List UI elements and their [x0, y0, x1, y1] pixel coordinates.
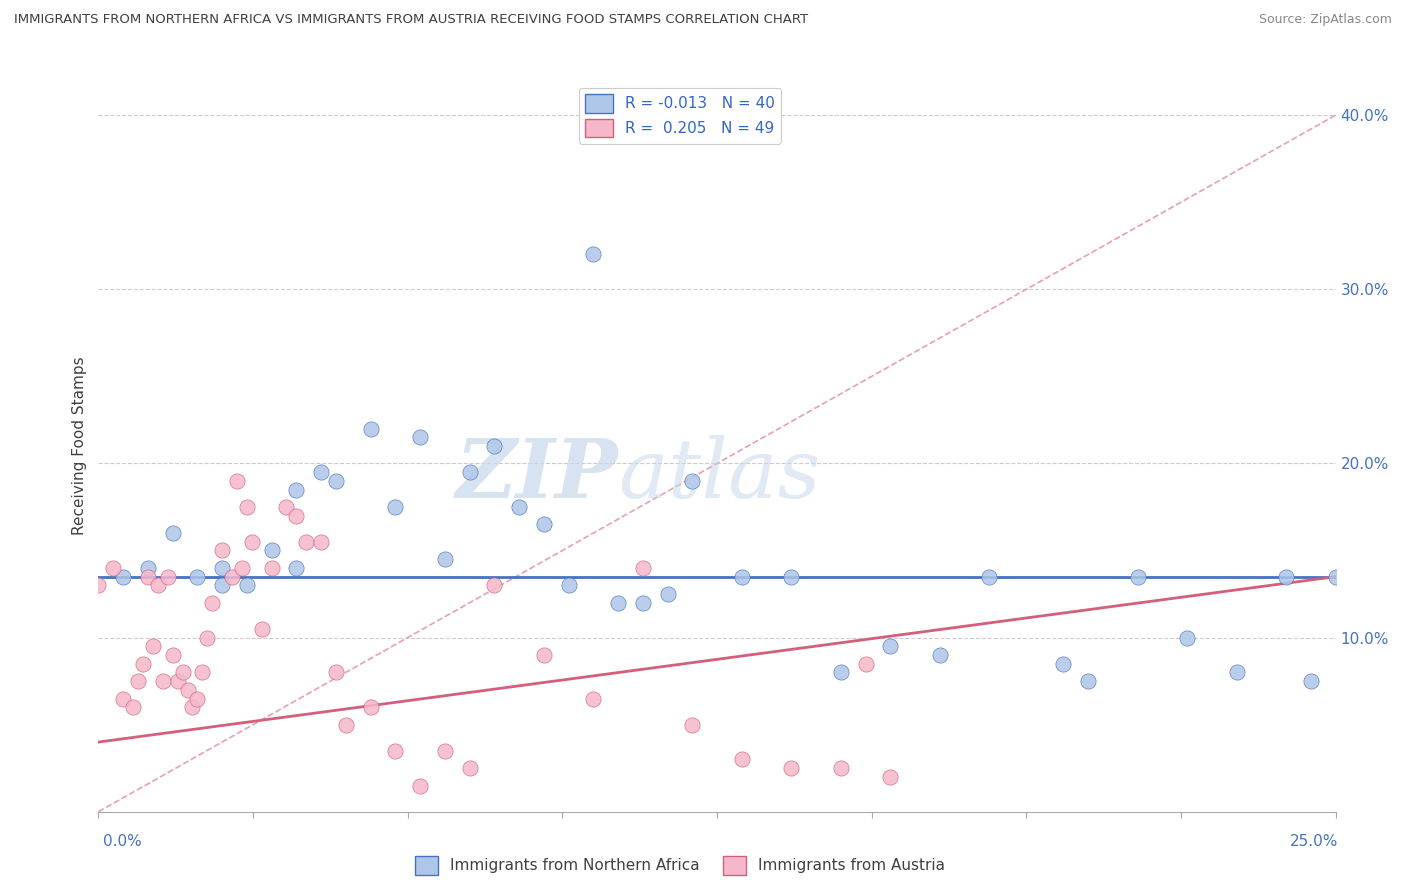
- Point: [250, 622, 273, 636]
- Point: [409, 430, 432, 444]
- Point: [176, 682, 198, 697]
- Point: [582, 247, 605, 261]
- Point: [236, 500, 259, 514]
- Point: [231, 561, 253, 575]
- Point: [186, 569, 208, 583]
- Text: atlas: atlas: [619, 435, 821, 516]
- Point: [508, 500, 530, 514]
- Point: [236, 578, 259, 592]
- Point: [87, 578, 110, 592]
- Point: [409, 779, 432, 793]
- Point: [136, 561, 159, 575]
- Point: [484, 439, 506, 453]
- Point: [211, 543, 233, 558]
- Point: [276, 500, 298, 514]
- Point: [631, 596, 654, 610]
- Point: [879, 640, 901, 654]
- Point: [112, 691, 135, 706]
- Point: [103, 561, 125, 575]
- Point: [1299, 674, 1322, 689]
- Point: [533, 517, 555, 532]
- Point: [127, 674, 149, 689]
- Point: [1077, 674, 1099, 689]
- Text: ZIP: ZIP: [456, 435, 619, 516]
- Point: [285, 561, 308, 575]
- Point: [122, 700, 145, 714]
- Y-axis label: Receiving Food Stamps: Receiving Food Stamps: [72, 357, 87, 535]
- Point: [582, 691, 605, 706]
- Point: [186, 691, 208, 706]
- Point: [681, 717, 703, 731]
- Point: [681, 474, 703, 488]
- Point: [260, 543, 283, 558]
- Point: [433, 744, 456, 758]
- Point: [384, 500, 406, 514]
- Point: [221, 569, 243, 583]
- Point: [195, 631, 218, 645]
- Point: [191, 665, 214, 680]
- Point: [142, 640, 165, 654]
- Point: [533, 648, 555, 662]
- Point: [240, 534, 263, 549]
- Point: [1275, 569, 1298, 583]
- Point: [325, 665, 347, 680]
- Point: [211, 578, 233, 592]
- Point: [928, 648, 950, 662]
- Point: [607, 596, 630, 610]
- Point: [1226, 665, 1249, 680]
- Point: [657, 587, 679, 601]
- Point: [152, 674, 174, 689]
- Text: 25.0%: 25.0%: [1291, 834, 1339, 849]
- Point: [162, 526, 184, 541]
- Text: IMMIGRANTS FROM NORTHERN AFRICA VS IMMIGRANTS FROM AUSTRIA RECEIVING FOOD STAMPS: IMMIGRANTS FROM NORTHERN AFRICA VS IMMIG…: [14, 13, 808, 27]
- Point: [979, 569, 1001, 583]
- Point: [780, 569, 803, 583]
- Point: [484, 578, 506, 592]
- Point: [172, 665, 194, 680]
- Point: [335, 717, 357, 731]
- Point: [731, 569, 754, 583]
- Point: [211, 561, 233, 575]
- Point: [260, 561, 283, 575]
- Point: [309, 534, 332, 549]
- Point: [201, 596, 224, 610]
- Point: [879, 770, 901, 784]
- Point: [309, 465, 332, 479]
- Point: [855, 657, 877, 671]
- Point: [285, 483, 308, 497]
- Point: [1126, 569, 1149, 583]
- Point: [181, 700, 204, 714]
- Point: [458, 761, 481, 775]
- Point: [112, 569, 135, 583]
- Point: [166, 674, 188, 689]
- Point: [325, 474, 347, 488]
- Point: [360, 700, 382, 714]
- Point: [731, 752, 754, 766]
- Point: [136, 569, 159, 583]
- Point: [830, 665, 852, 680]
- Point: [1175, 631, 1198, 645]
- Point: [1324, 569, 1347, 583]
- Point: [146, 578, 169, 592]
- Point: [226, 474, 249, 488]
- Point: [156, 569, 179, 583]
- Point: [360, 421, 382, 435]
- Point: [631, 561, 654, 575]
- Legend: Immigrants from Northern Africa, Immigrants from Austria: Immigrants from Northern Africa, Immigra…: [409, 850, 950, 881]
- Text: 0.0%: 0.0%: [103, 834, 142, 849]
- Point: [458, 465, 481, 479]
- Point: [384, 744, 406, 758]
- Point: [1052, 657, 1074, 671]
- Text: Source: ZipAtlas.com: Source: ZipAtlas.com: [1258, 13, 1392, 27]
- Point: [433, 552, 456, 566]
- Point: [830, 761, 852, 775]
- Point: [557, 578, 579, 592]
- Point: [285, 508, 308, 523]
- Point: [132, 657, 155, 671]
- Point: [162, 648, 184, 662]
- Point: [295, 534, 318, 549]
- Point: [780, 761, 803, 775]
